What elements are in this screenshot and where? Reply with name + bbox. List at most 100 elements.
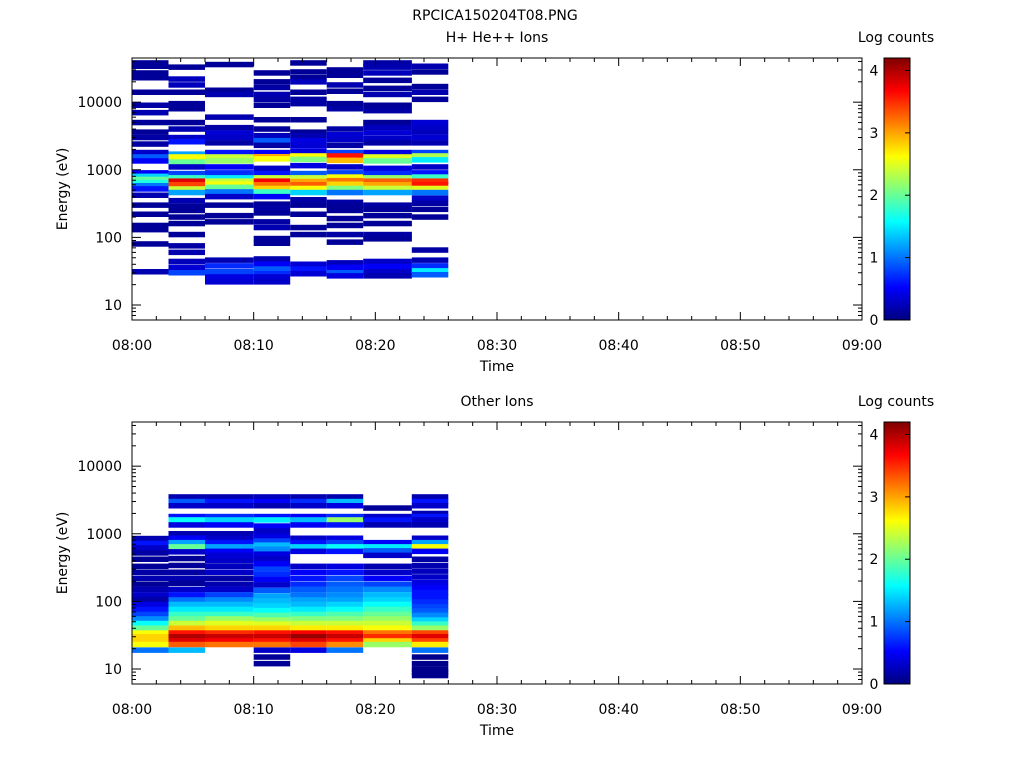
heatmap-cell: [205, 539, 254, 546]
heatmap-cell: [253, 178, 291, 184]
heatmap-cell: [363, 175, 412, 181]
heatmap-cell: [132, 545, 169, 551]
heatmap-cell: [132, 630, 169, 636]
heatmap-cell: [326, 126, 364, 132]
heatmap-cell: [363, 135, 412, 142]
heatmap-cell: [168, 100, 205, 107]
heatmap-cell: [290, 503, 327, 509]
heatmap-cell: [411, 129, 449, 135]
heatmap-cell: [326, 522, 364, 528]
heatmap-cell: [132, 109, 169, 116]
heatmap-cell: [411, 669, 449, 675]
heatmap-cell: [411, 548, 449, 555]
heatmap-cell: [205, 193, 254, 200]
heatmap-cell: [132, 222, 169, 229]
heatmap-cell: [168, 151, 205, 157]
x-tick-label: 08:50: [720, 338, 760, 354]
panel1-colorbar: [883, 57, 911, 321]
heatmap-cell: [253, 654, 291, 660]
heatmap-cell: [168, 606, 205, 613]
heatmap-cell: [290, 202, 327, 208]
panel2-title: Other Ions: [460, 394, 533, 410]
heatmap-cell: [168, 611, 205, 618]
heatmap-cell: [253, 175, 291, 181]
heatmap-cell: [411, 672, 449, 679]
heatmap-cell: [253, 185, 291, 192]
heatmap-cell: [168, 76, 205, 82]
heatmap-cell: [205, 625, 254, 631]
heatmap-cell: [326, 181, 364, 187]
heatmap-cell: [290, 175, 327, 181]
heatmap-cell: [290, 634, 327, 640]
x-tick-label: 08:20: [355, 702, 395, 718]
heatmap-cell: [326, 185, 364, 192]
heatmap-cell: [205, 557, 254, 564]
heatmap-cell: [411, 630, 449, 636]
heatmap-cell: [326, 597, 364, 603]
heatmap-cell: [205, 170, 254, 176]
heatmap-cell: [132, 134, 169, 141]
figure-title: RPCICA150204T08.PNG: [412, 8, 577, 24]
heatmap-cell: [363, 641, 412, 648]
heatmap-cell: [132, 60, 169, 66]
heatmap-cell: [253, 149, 291, 156]
heatmap-cell: [290, 231, 327, 238]
heatmap-cell: [168, 555, 205, 562]
heatmap-cell: [290, 132, 327, 139]
heatmap-cell: [326, 136, 364, 143]
heatmap-cell: [326, 592, 364, 598]
heatmap-cell: [205, 494, 254, 500]
heatmap-cell: [205, 154, 254, 160]
heatmap-cell: [363, 154, 412, 160]
heatmap-cell: [132, 173, 169, 180]
heatmap-cell: [205, 114, 254, 120]
heatmap-cell: [326, 231, 364, 238]
heatmap-cell: [205, 181, 254, 187]
heatmap-cell: [326, 563, 364, 570]
heatmap-cell: [411, 510, 449, 517]
heatmap-cell: [363, 258, 412, 265]
heatmap-cell: [253, 156, 291, 162]
y-tick-label: 100: [95, 594, 122, 610]
panel2-y-axis-label: Energy (eV): [55, 512, 71, 595]
heatmap-cell: [363, 539, 412, 546]
heatmap-cell: [132, 158, 169, 164]
heatmap-cell: [363, 70, 412, 76]
y-tick-label: 10000: [77, 459, 122, 475]
heatmap-cell: [363, 620, 412, 627]
heatmap-cell: [363, 220, 412, 227]
heatmap-cell: [290, 517, 327, 523]
heatmap-cell: [326, 273, 364, 279]
heatmap-cell: [205, 503, 254, 509]
heatmap-cell: [253, 189, 291, 195]
heatmap-cell: [290, 616, 327, 622]
heatmap-cell: [168, 544, 205, 550]
heatmap-cell: [168, 494, 205, 500]
heatmap-cell: [411, 522, 449, 528]
heatmap-cell: [205, 548, 254, 555]
heatmap-cell: [411, 641, 449, 648]
heatmap-cell: [132, 540, 169, 547]
heatmap-cell: [205, 586, 254, 593]
heatmap-cell: [205, 175, 254, 181]
heatmap-cell: [411, 666, 449, 672]
heatmap-cell: [290, 69, 327, 75]
heatmap-cell: [132, 581, 169, 587]
heatmap-cell: [290, 211, 327, 217]
heatmap-cell: [290, 153, 327, 159]
heatmap-cell: [411, 174, 449, 180]
heatmap-cell: [132, 70, 169, 76]
heatmap-cell: [411, 503, 449, 509]
heatmap-cell: [132, 176, 169, 183]
heatmap-cell: [168, 134, 205, 141]
heatmap-cell: [168, 270, 205, 276]
heatmap-cell: [290, 641, 327, 648]
heatmap-cell: [205, 575, 254, 581]
heatmap-cell: [411, 83, 449, 90]
heatmap-cell: [290, 494, 327, 500]
heatmap-cell: [132, 569, 169, 575]
heatmap-cell: [290, 162, 327, 169]
heatmap-cell: [253, 261, 291, 267]
heatmap-cell: [326, 575, 364, 581]
